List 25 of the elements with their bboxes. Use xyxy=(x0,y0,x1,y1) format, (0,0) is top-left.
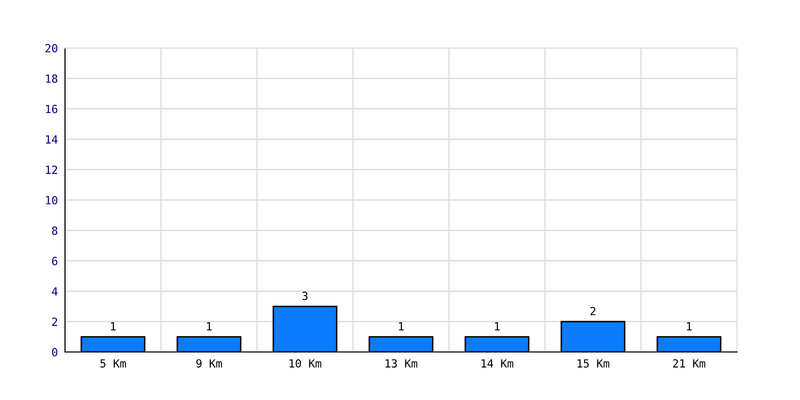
data-label: 1 xyxy=(686,322,692,330)
x-tick-label: 9 Km xyxy=(196,359,222,368)
y-tick-label: 10 xyxy=(46,196,58,204)
y-tick-label: 18 xyxy=(46,74,58,83)
x-tick-label: 21 Km xyxy=(673,359,706,368)
data-label: 2 xyxy=(590,306,596,316)
x-tick-label: 15 Km xyxy=(578,359,610,368)
y-tick-label: 8 xyxy=(52,226,58,235)
y-tick-label: 12 xyxy=(46,166,58,174)
x-tick-label: 13 Km xyxy=(386,359,418,368)
y-tick-label: 14 xyxy=(46,135,58,144)
x-tick-label: 5 Km xyxy=(100,359,126,368)
data-label: 3 xyxy=(302,292,308,300)
y-tick-label: 6 xyxy=(52,256,58,266)
data-label: 1 xyxy=(110,322,116,330)
y-tick-label: 2 xyxy=(52,318,58,326)
x-tick-label: 14 Km xyxy=(482,359,514,368)
y-tick-label: 16 xyxy=(46,104,58,114)
data-label: 1 xyxy=(206,322,212,330)
y-tick-label: 20 xyxy=(46,44,58,52)
data-label: 1 xyxy=(398,322,404,330)
x-tick-label: 10 Km xyxy=(290,359,322,368)
y-tick-label: 4 xyxy=(52,287,58,296)
y-tick-label: 0 xyxy=(52,348,58,356)
data-label: 1 xyxy=(494,322,500,330)
